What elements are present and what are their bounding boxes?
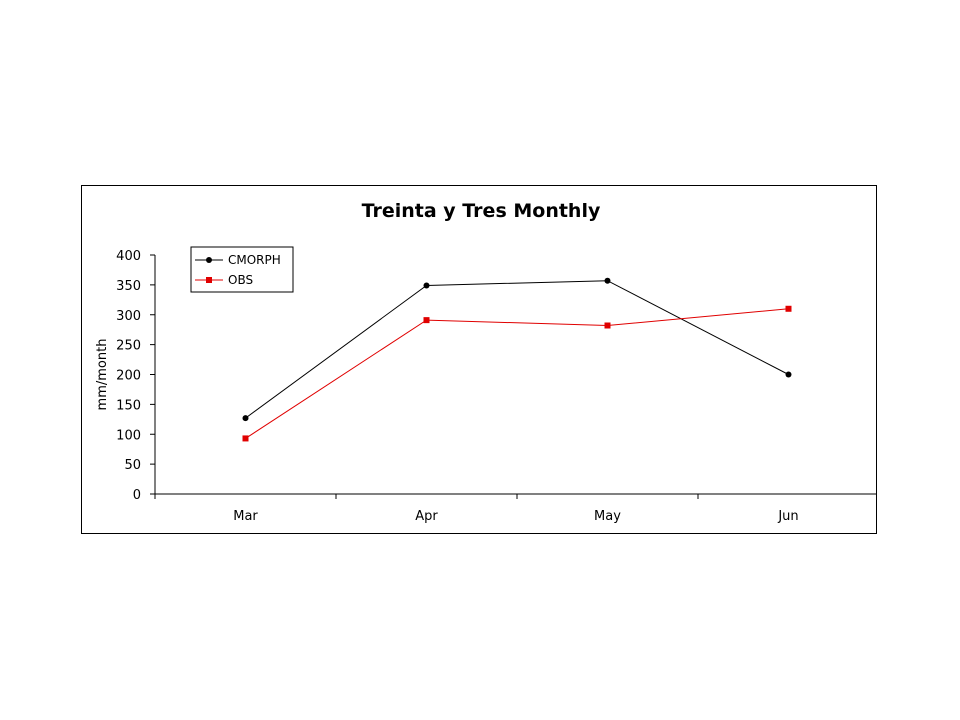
x-tick-label: May xyxy=(594,509,621,524)
line-chart: Treinta y Tres Monthly mm/month 0 50 100 15… xyxy=(95,200,876,524)
chart-frame: Treinta y Tres Monthly mm/month 0 50 100 15… xyxy=(81,185,877,534)
data-point-obs xyxy=(423,317,430,324)
data-point-obs xyxy=(242,435,249,442)
y-axis-label: mm/month xyxy=(95,339,110,411)
legend-box xyxy=(190,246,294,293)
series-layer xyxy=(242,277,792,442)
y-tick-label: 150 xyxy=(116,398,141,413)
chart-title: Treinta y Tres Monthly xyxy=(362,200,601,222)
data-point-cmorph xyxy=(242,415,249,422)
legend-marker-cmorph xyxy=(206,257,212,263)
data-point-obs xyxy=(604,322,611,329)
y-tick-label: 300 xyxy=(116,309,141,324)
x-tick-label: Apr xyxy=(415,509,438,524)
data-point-obs xyxy=(785,305,792,312)
x-tick-label: Jun xyxy=(777,509,798,524)
y-tick-label: 100 xyxy=(116,428,141,443)
y-tick-label: 50 xyxy=(124,458,141,473)
series-line-cmorph xyxy=(245,280,789,419)
axes: 0 50 100 150 200 250 300 350 400 Mar Apr May Jun xyxy=(116,249,876,524)
legend-marker-obs xyxy=(206,277,212,283)
x-tick-label: Mar xyxy=(233,509,258,524)
y-tick-label: 400 xyxy=(116,249,141,264)
legend-label-obs: OBS xyxy=(228,273,253,287)
data-point-cmorph xyxy=(604,277,611,284)
y-tick-label: 200 xyxy=(116,369,141,384)
legend-label-cmorph: CMORPH xyxy=(228,253,281,267)
legend: CMORPH OBS xyxy=(190,246,294,293)
y-tick-label: 350 xyxy=(116,279,141,294)
y-tick-label: 0 xyxy=(133,488,141,503)
series-line-obs xyxy=(245,308,789,439)
y-tick-label: 250 xyxy=(116,339,141,354)
data-point-cmorph xyxy=(423,282,430,289)
data-point-cmorph xyxy=(785,371,792,378)
